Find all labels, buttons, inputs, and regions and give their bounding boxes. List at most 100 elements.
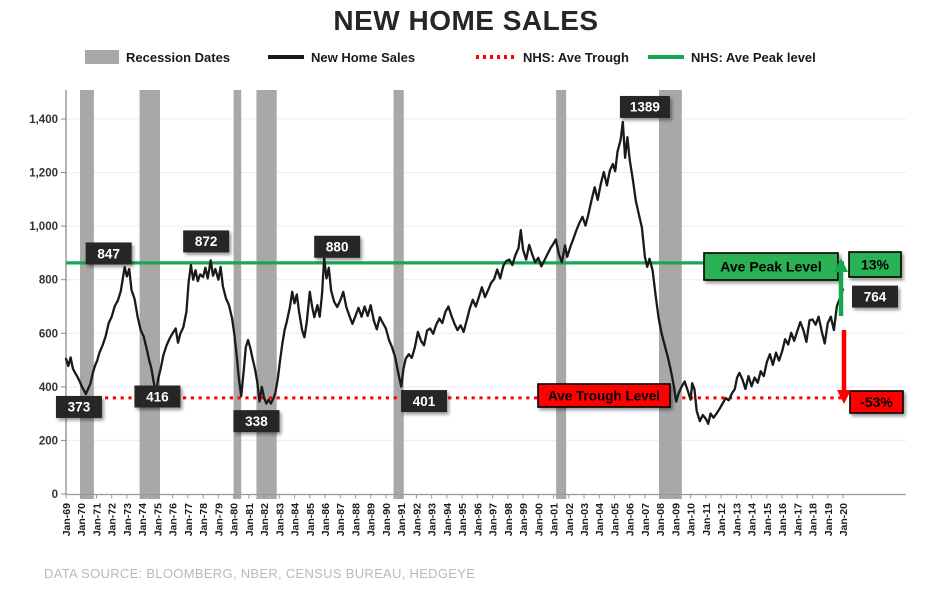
recession-band: [393, 90, 404, 499]
x-tick-label: Jan-98: [503, 503, 515, 536]
callout-box: [401, 390, 448, 413]
x-tick-label: Jan-13: [731, 503, 743, 536]
x-tick-label: Jan-06: [625, 503, 637, 536]
y-tick-label: 1,000: [29, 221, 58, 233]
callout-box: [851, 285, 898, 308]
callout-box: [85, 242, 132, 265]
trough-percent-badge: -53%: [849, 390, 904, 414]
value-callout-872: 872: [183, 230, 230, 253]
ave-trough-level-banner-text: Ave Trough Level: [548, 389, 660, 404]
legend-label: NHS: Ave Peak level: [691, 49, 816, 65]
recession-band: [80, 90, 94, 499]
x-tick-label: Jan-70: [76, 503, 88, 536]
x-tick-label: Jan-19: [823, 503, 835, 536]
x-tick-label: Jan-07: [640, 503, 652, 536]
recession-swatch-icon: [85, 50, 119, 64]
x-tick-label: Jan-79: [213, 503, 225, 536]
value-callout-847: 847: [85, 242, 132, 265]
x-tick-label: Jan-75: [152, 503, 164, 536]
recession-band: [233, 90, 242, 499]
recession-band: [658, 90, 682, 499]
x-tick-label: Jan-18: [808, 503, 820, 536]
recession-band: [139, 90, 161, 499]
x-tick-label: Jan-92: [411, 503, 423, 536]
callout-text: 880: [326, 240, 349, 255]
x-tick-label: Jan-15: [762, 503, 774, 536]
peak-percent-badge-box: [848, 251, 902, 278]
ave-trough-level-banner: Ave Trough Level: [537, 383, 671, 408]
recession-band: [256, 90, 277, 499]
callout-box: [619, 95, 670, 118]
peak-percent-badge: 13%: [848, 251, 902, 278]
x-tick-label: Jan-74: [137, 503, 149, 536]
x-tick-label: Jan-78: [198, 503, 210, 536]
red-down-arrow-icon: [837, 390, 851, 404]
x-tick-label: Jan-89: [366, 503, 378, 536]
ave-peak-level-banner-text: Ave Peak Level: [720, 259, 821, 275]
callout-text: 872: [195, 234, 218, 249]
x-tick-label: Jan-09: [670, 503, 682, 536]
y-tick-label: 0: [52, 489, 58, 501]
ave-trough-level-banner-box: [537, 383, 671, 408]
trough-dotted-swatch-icon: [476, 55, 516, 59]
callout-text: 1389: [630, 100, 660, 115]
x-tick-label: Jan-87: [335, 503, 347, 536]
value-callout-373: 373: [55, 395, 102, 418]
x-tick-label: Jan-17: [792, 503, 804, 536]
legend-label: Recession Dates: [126, 49, 231, 65]
x-tick-label: Jan-01: [549, 503, 561, 536]
callout-box: [183, 230, 230, 253]
y-tick-label: 400: [39, 382, 58, 394]
green-up-arrow-icon: [834, 258, 848, 272]
value-callout-764: 764: [851, 285, 898, 308]
recession-band: [556, 90, 567, 499]
x-tick-label: Jan-11: [701, 503, 713, 536]
x-tick-label: Jan-95: [457, 503, 469, 536]
legend-item-ave-peak: NHS: Ave Peak level: [648, 47, 816, 67]
x-tick-label: Jan-10: [686, 503, 698, 536]
value-callout-880: 880: [314, 235, 361, 258]
peak-percent-badge-text: 13%: [861, 257, 890, 273]
callout-text: 401: [413, 394, 436, 409]
x-tick-label: Jan-00: [533, 503, 545, 536]
x-tick-label: Jan-84: [290, 503, 302, 536]
ave-peak-level-banner-box: [703, 252, 839, 281]
y-tick-label: 1,200: [29, 168, 58, 180]
callout-box: [134, 385, 181, 408]
legend-item-recession-dates: Recession Dates: [85, 47, 230, 67]
value-callout-416: 416: [134, 385, 181, 408]
y-tick-label: 800: [39, 275, 58, 287]
x-tick-label: Jan-91: [396, 503, 408, 536]
x-tick-label: Jan-12: [716, 503, 728, 536]
page-title: NEW HOME SALES: [333, 5, 599, 36]
callout-box: [55, 395, 102, 418]
x-tick-label: Jan-77: [183, 503, 195, 536]
x-tick-label: Jan-14: [747, 503, 759, 536]
callout-text: 338: [245, 414, 268, 429]
value-callout-338: 338: [233, 410, 280, 433]
y-tick-label: 200: [39, 435, 58, 447]
trough-percent-badge-text: -53%: [860, 394, 893, 410]
x-tick-label: Jan-20: [838, 503, 850, 536]
x-tick-label: Jan-99: [518, 503, 530, 536]
y-tick-label: 1,400: [29, 114, 58, 126]
trough-percent-badge-box: [849, 390, 904, 414]
x-tick-label: Jan-72: [107, 503, 119, 536]
callout-text: 373: [68, 400, 91, 415]
callout-text: 764: [864, 289, 887, 304]
x-tick-label: Jan-73: [122, 503, 134, 536]
new-home-sales-line: [64, 120, 845, 425]
y-tick-label: 600: [39, 328, 58, 340]
x-tick-label: Jan-93: [427, 503, 439, 536]
legend-label: New Home Sales: [311, 49, 416, 65]
x-tick-label: Jan-85: [305, 503, 317, 536]
legend-item-ave-trough: NHS: Ave Trough: [476, 47, 629, 67]
x-tick-label: Jan-16: [777, 503, 789, 536]
callout-text: 416: [146, 389, 169, 404]
x-tick-label: Jan-88: [350, 503, 362, 536]
legend-label: NHS: Ave Trough: [523, 49, 629, 65]
data-source-note: DATA SOURCE: BLOOMBERG, NBER, CENSUS BUR…: [44, 566, 476, 581]
callout-box: [314, 235, 361, 258]
